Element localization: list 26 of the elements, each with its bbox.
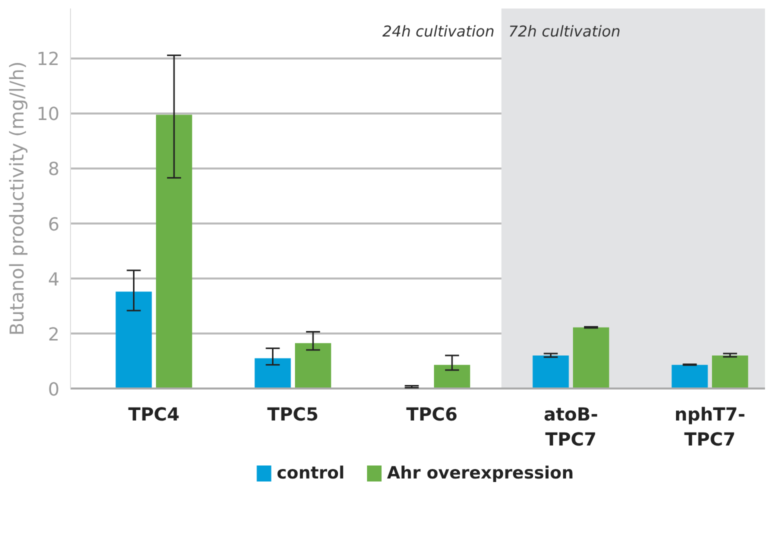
bar [712, 355, 748, 388]
x-tick-label: atoB- TPC7 [544, 404, 598, 451]
bar [532, 355, 569, 388]
y-tick-label: 8 [48, 159, 60, 180]
y-axis-title: Butanol productivity (mg/l/h) [6, 61, 29, 336]
bar [254, 358, 291, 388]
bar [156, 114, 192, 388]
bar [572, 327, 610, 388]
y-tick-label: 12 [36, 49, 60, 70]
x-tick-label: nphT7- TPC7 [674, 404, 746, 451]
band-label: 72h cultivation [508, 22, 620, 40]
legend-label: control [276, 464, 345, 484]
y-tick-label: 6 [48, 214, 60, 236]
y-tick-label: 2 [48, 324, 60, 346]
x-tick-label: TPC6 [406, 404, 458, 426]
legend-label: Ahr overexpression [387, 464, 574, 484]
bar [672, 364, 708, 388]
bar [116, 292, 152, 388]
y-tick-label: 4 [48, 269, 60, 290]
x-tick-label: TPC5 [267, 404, 319, 426]
bar [434, 364, 470, 388]
annotation: 24h cultivation [382, 22, 494, 40]
bar [294, 343, 332, 388]
y-tick-label: 0 [48, 380, 60, 400]
y-tick-label: 10 [36, 104, 60, 126]
x-tick-label: TPC4 [128, 404, 180, 426]
